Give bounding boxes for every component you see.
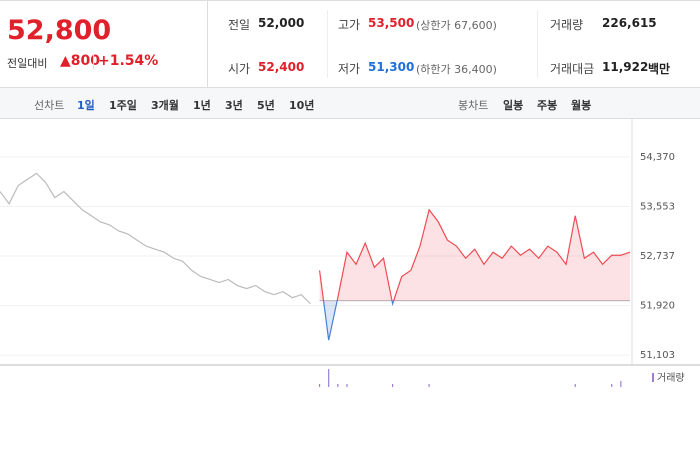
y-tick-label: 52,737 xyxy=(640,251,675,262)
current-price: 52,800 xyxy=(7,15,112,46)
stat-unit: 백만 xyxy=(648,62,671,76)
y-tick-label: 51,920 xyxy=(640,301,675,312)
change-label: 전일대비 xyxy=(7,57,48,70)
volume-bar xyxy=(611,384,613,387)
stat-label: 시가 xyxy=(228,62,251,76)
y-tick-label: 51,103 xyxy=(640,350,675,361)
stat-value: 52,400 xyxy=(258,60,305,74)
stat-value: 226,615 xyxy=(602,16,657,30)
stat-label: 거래대금 xyxy=(550,62,595,76)
tab[interactable]: 1년 xyxy=(193,99,211,112)
tab-bar xyxy=(0,88,700,119)
price-line xyxy=(318,208,631,341)
divider xyxy=(537,10,538,78)
stat-value: 51,300 xyxy=(368,60,415,74)
stat-value: 52,000 xyxy=(258,16,305,30)
divider xyxy=(207,0,208,88)
tab[interactable]: 3개월 xyxy=(151,99,179,112)
volume-bar xyxy=(392,384,394,387)
area xyxy=(319,209,630,341)
y-tick-label: 54,370 xyxy=(640,152,675,163)
chart: 54,370 53,553 52,737 51,920 51,103 거래량 xyxy=(0,119,700,387)
divider xyxy=(327,10,328,78)
volume-bar xyxy=(337,384,339,387)
stat-label: 고가 xyxy=(338,18,361,32)
stat-value: 11,922 xyxy=(602,60,649,74)
tab[interactable]: 일봉 xyxy=(503,99,524,112)
stat-note: (하한가 36,400) xyxy=(416,63,497,76)
y-tick-label: 53,553 xyxy=(640,202,675,213)
tab[interactable]: 1일 xyxy=(77,99,95,112)
volume-bar xyxy=(620,381,622,387)
volume-bar xyxy=(346,384,348,387)
price-line xyxy=(0,172,311,305)
tab[interactable]: 3년 xyxy=(225,99,243,112)
divider xyxy=(93,55,94,69)
stat-label: 전일 xyxy=(228,18,251,32)
volume-bar xyxy=(328,369,330,387)
summary-panel xyxy=(0,0,700,88)
tab[interactable]: 1주일 xyxy=(109,99,137,112)
legend-label: 거래량 xyxy=(657,372,685,384)
stat-note: (상한가 67,600) xyxy=(416,19,497,32)
stat-label: 저가 xyxy=(338,62,361,76)
tab[interactable]: 10년 xyxy=(289,99,315,112)
tab[interactable]: 월봉 xyxy=(571,99,592,112)
stat-label: 거래량 xyxy=(550,18,584,32)
tab[interactable]: 5년 xyxy=(257,99,275,112)
tab-label: 선차트 xyxy=(34,99,65,112)
legend-swatch xyxy=(652,373,654,382)
change-percent: +1.54% xyxy=(98,53,159,69)
volume-bar xyxy=(428,384,430,387)
tab-label: 봉차트 xyxy=(458,99,489,112)
volume-bar xyxy=(318,384,321,387)
change-value: 800 xyxy=(70,53,101,69)
tab[interactable]: 주봉 xyxy=(537,99,558,112)
stat-value: 53,500 xyxy=(368,16,415,30)
change: ▲800 xyxy=(60,53,101,69)
volume-bar xyxy=(574,384,576,387)
